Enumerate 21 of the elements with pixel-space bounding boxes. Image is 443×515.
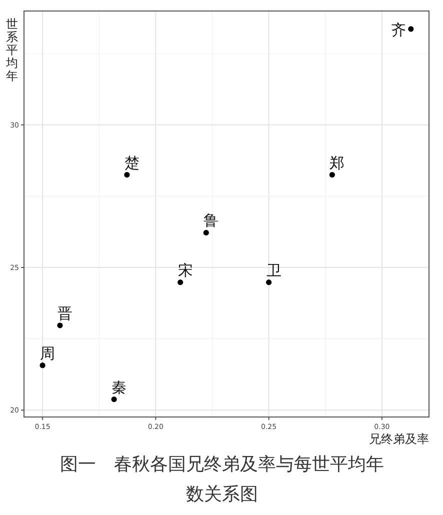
point xyxy=(111,396,117,402)
point xyxy=(266,280,272,286)
annotation: 郑 xyxy=(330,154,345,172)
point xyxy=(203,230,209,236)
point xyxy=(124,172,130,178)
annotation: 秦 xyxy=(112,378,127,396)
annotation: 宋 xyxy=(178,261,193,280)
annotation: 齐 xyxy=(390,20,406,39)
annotation: 晋 xyxy=(57,304,72,322)
annotation: 卫 xyxy=(266,261,282,280)
annotation: 周 xyxy=(40,344,56,362)
point xyxy=(178,280,184,286)
point xyxy=(57,322,63,328)
annotation: 楚 xyxy=(124,154,140,172)
point xyxy=(408,26,414,32)
y-axis-title: 世系平均年 xyxy=(5,17,18,83)
annotation: 鲁 xyxy=(204,212,219,230)
point xyxy=(329,172,335,178)
point xyxy=(40,362,46,368)
x-axis-title: 兄终弟及率 xyxy=(369,432,429,446)
text: 图一 春秋各国兄终弟及率与每世平均年数关系图 xyxy=(59,453,385,507)
